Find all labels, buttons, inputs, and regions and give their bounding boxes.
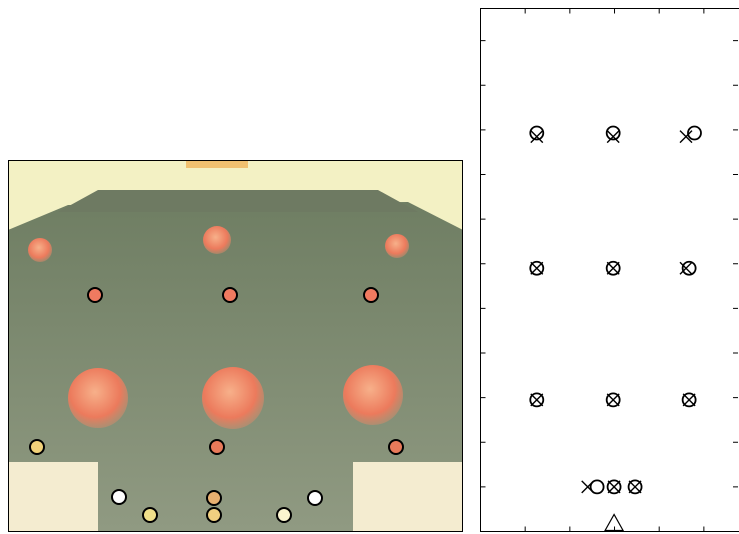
- cross-marker: [531, 262, 543, 274]
- cross-marker: [683, 394, 695, 406]
- ball: [202, 367, 264, 429]
- right-block: [353, 462, 463, 532]
- detected-point: [30, 440, 44, 454]
- detected-point: [207, 491, 221, 505]
- back-wall: [58, 190, 418, 212]
- detected-point: [210, 440, 224, 454]
- cross-marker: [607, 262, 619, 274]
- detected-point: [223, 288, 237, 302]
- cross-marker: [582, 481, 594, 493]
- camera-image: [8, 160, 463, 532]
- ball: [68, 368, 128, 428]
- circle-marker: [683, 262, 696, 275]
- detected-point: [364, 288, 378, 302]
- cross-marker: [629, 481, 641, 493]
- ball: [385, 234, 409, 258]
- ball: [28, 238, 52, 262]
- cross-marker: [607, 131, 619, 143]
- cross-marker: [607, 394, 619, 406]
- cross-marker: [608, 481, 620, 493]
- detected-point: [112, 490, 126, 504]
- figure: [0, 0, 739, 534]
- plot-frame: [481, 9, 739, 532]
- detected-point: [88, 288, 102, 302]
- cross-marker: [680, 131, 692, 143]
- detected-point: [277, 508, 291, 522]
- ball: [343, 365, 403, 425]
- detected-point: [389, 440, 403, 454]
- left-block: [8, 462, 98, 532]
- cross-marker: [531, 394, 543, 406]
- detected-point: [207, 508, 221, 522]
- detected-point: [143, 508, 157, 522]
- cross-marker: [531, 131, 543, 143]
- ball: [203, 226, 231, 254]
- far-object: [186, 160, 248, 168]
- detected-point: [308, 491, 322, 505]
